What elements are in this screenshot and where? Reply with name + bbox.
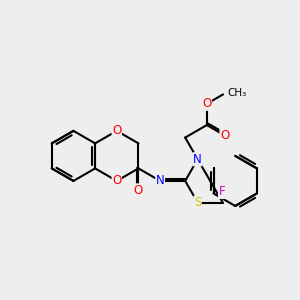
Text: S: S (194, 196, 201, 209)
Text: N: N (193, 153, 202, 166)
Text: O: O (112, 124, 122, 137)
Text: O: O (112, 174, 122, 188)
Text: F: F (218, 185, 225, 199)
Text: CH₃: CH₃ (227, 88, 247, 98)
Text: O: O (220, 129, 229, 142)
Text: O: O (134, 184, 143, 197)
Text: O: O (202, 97, 212, 110)
Text: N: N (156, 174, 164, 188)
